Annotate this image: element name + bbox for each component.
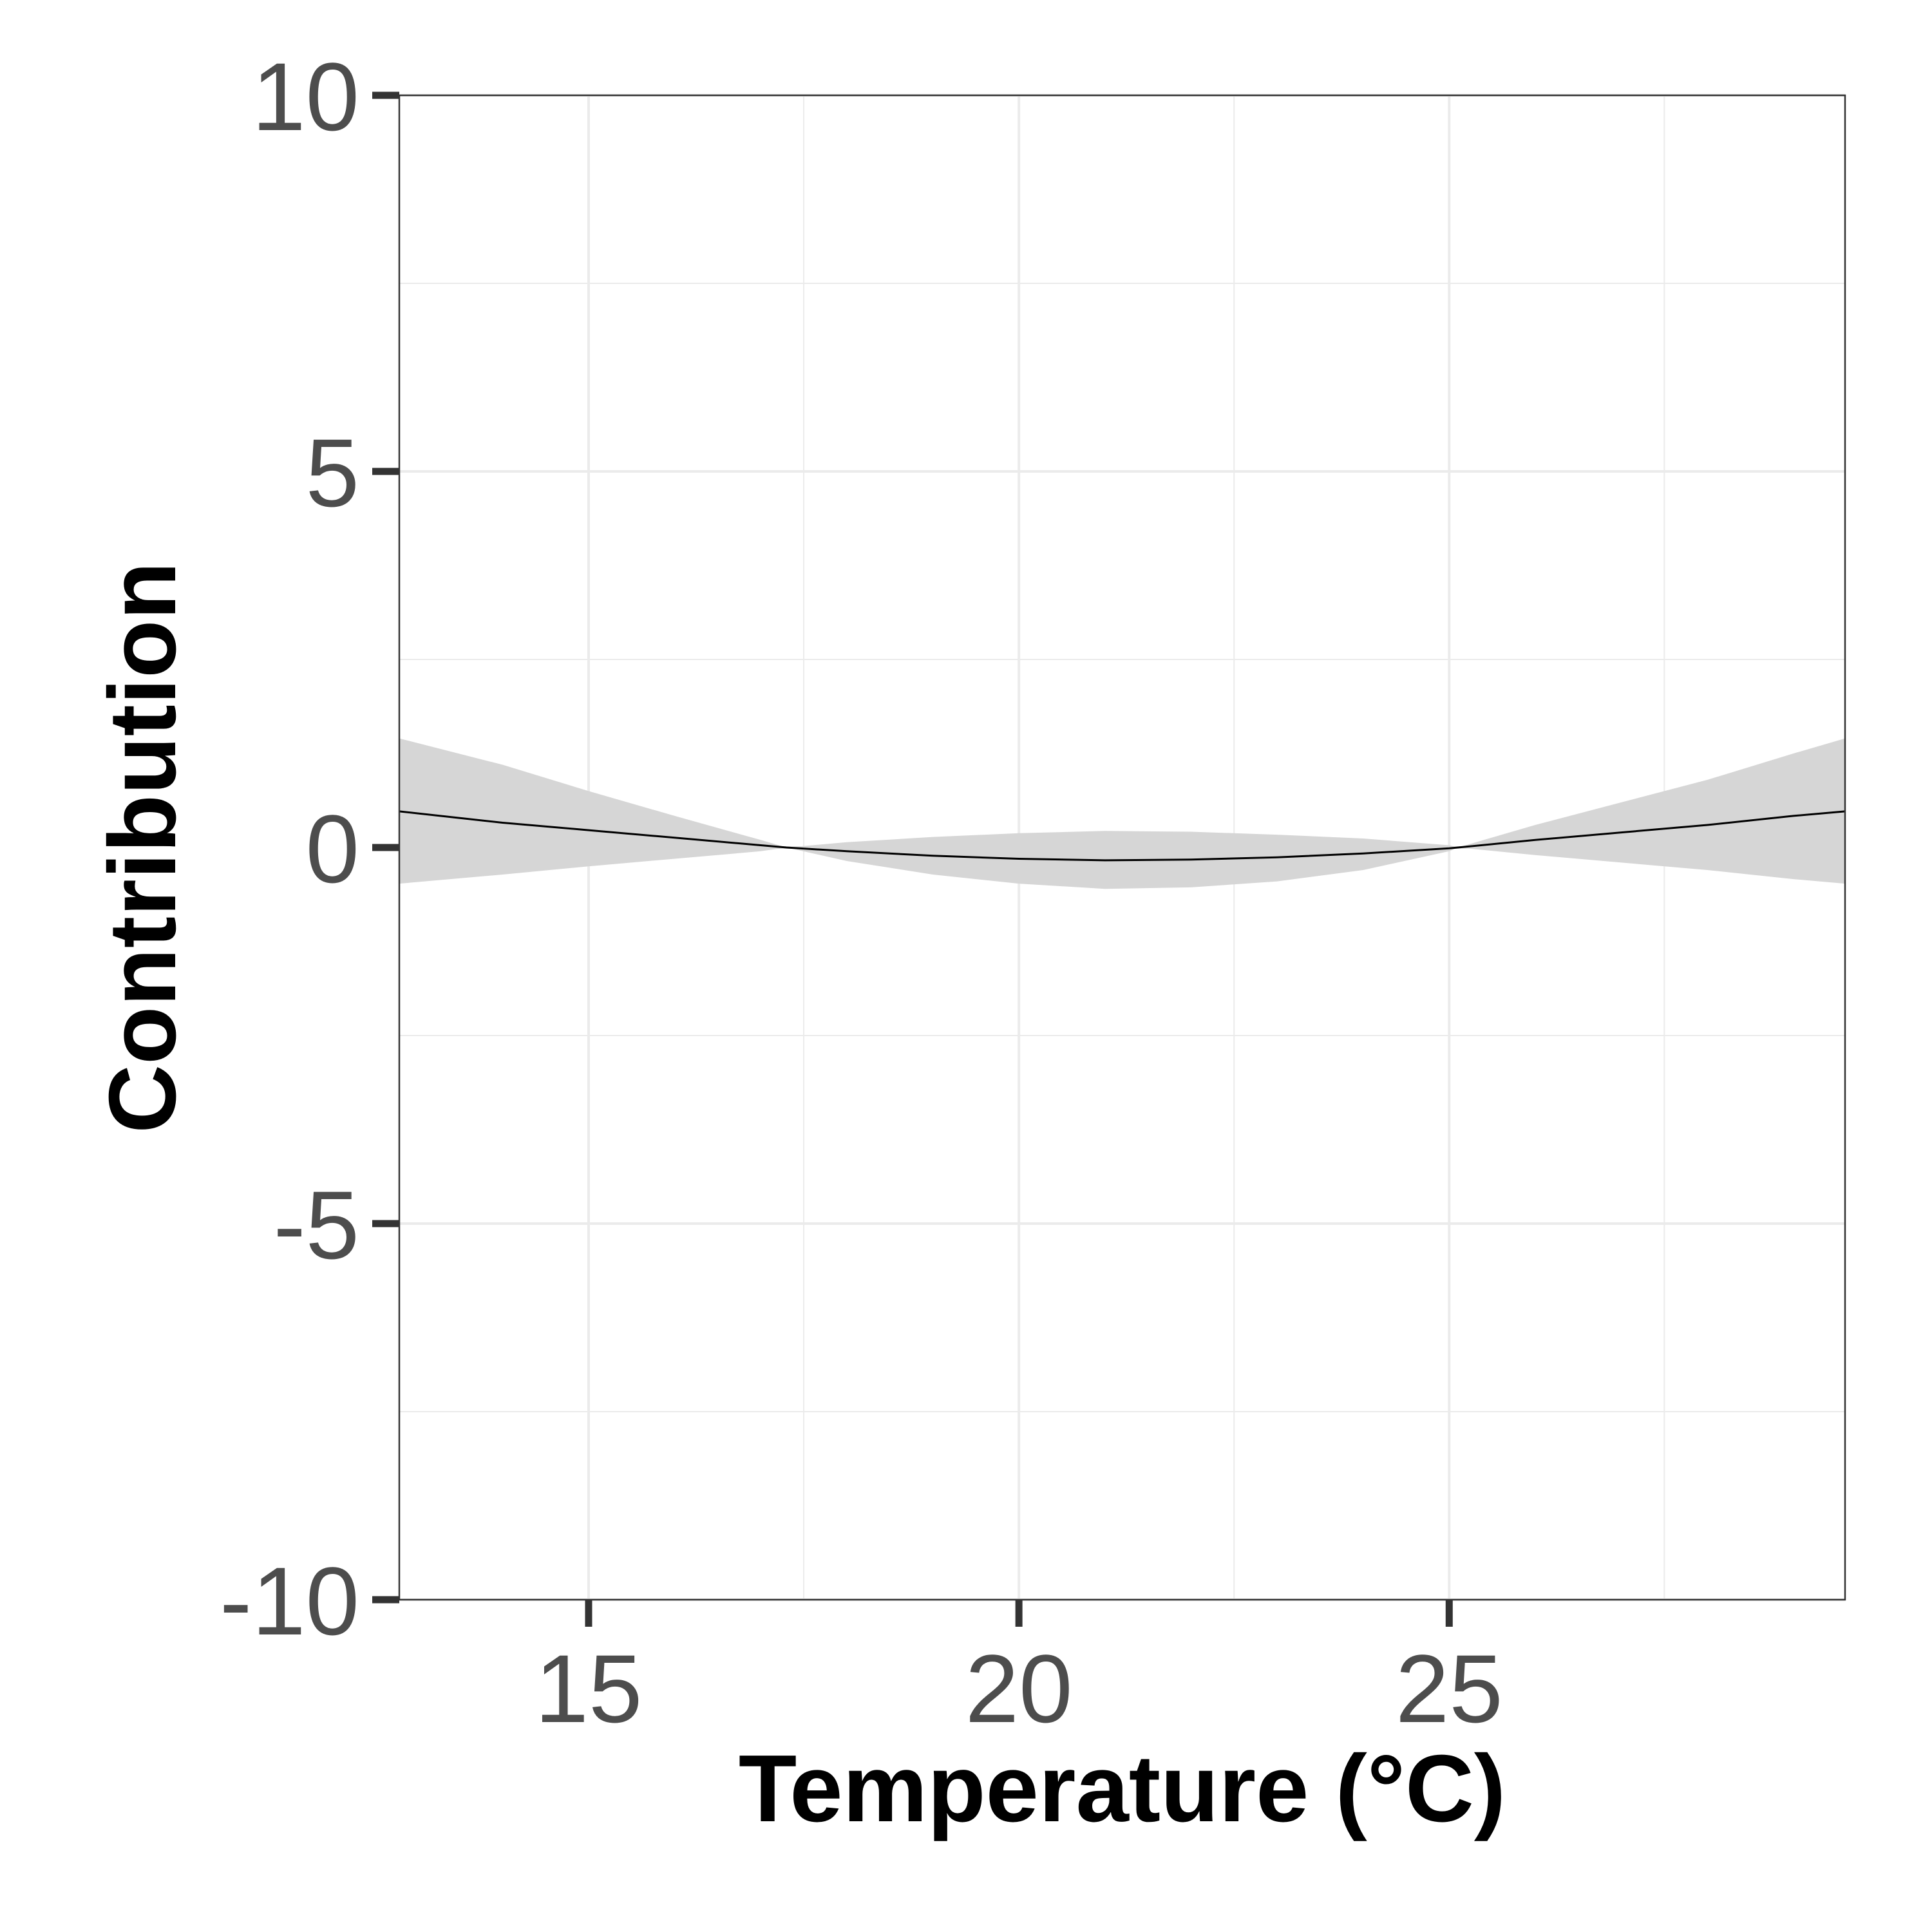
x-axis-title: Temperature (°C) <box>739 1736 1506 1842</box>
y-tick-label: -10 <box>220 1547 359 1655</box>
series-line <box>399 810 1846 862</box>
y-axis-title: Contribution <box>90 562 196 1133</box>
axis-layer: 15 20 25 -10 -5 0 5 10 <box>220 43 1503 1743</box>
y-tick-label: 10 <box>252 43 359 151</box>
x-tick-label: 20 <box>965 1634 1073 1743</box>
data-layer <box>399 738 1846 889</box>
y-tick-label: 0 <box>306 795 359 903</box>
x-tick-label: 25 <box>1396 1634 1503 1743</box>
x-tick-label: 15 <box>535 1634 643 1743</box>
confidence-ribbon <box>399 738 1845 889</box>
y-tick-label: 5 <box>306 419 359 527</box>
y-tick-label: -5 <box>274 1171 359 1279</box>
